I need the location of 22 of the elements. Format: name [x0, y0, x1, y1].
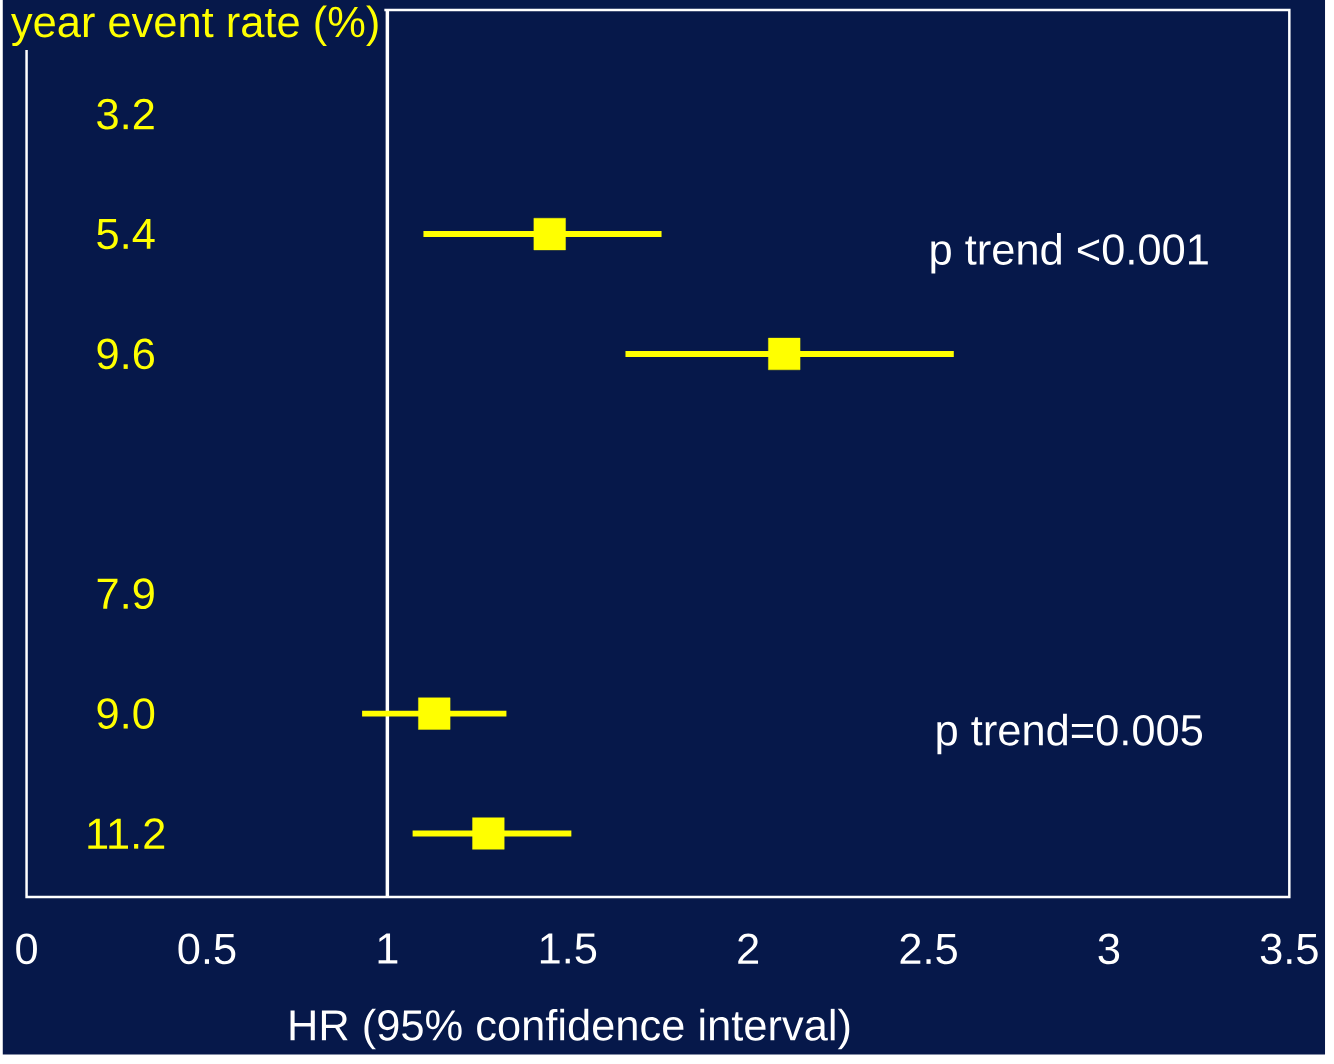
y-tick-label: 7.9	[97, 578, 154, 610]
y-tick-label: 5.4	[97, 219, 155, 250]
x-tick-label: 3.5	[1260, 933, 1318, 965]
x-tick-label: 1	[378, 933, 398, 964]
y-tick-label: 9.0	[97, 698, 155, 730]
x-axis-title: HR (95% confidence interval)	[290, 1008, 850, 1050]
x-tick-label: 0.5	[178, 933, 236, 965]
x-tick-label: 2	[738, 933, 759, 964]
y-tick-label: 3.2	[97, 98, 154, 130]
annotation: p trend=0.005	[937, 713, 1203, 755]
annotation: p trend <0.001	[931, 233, 1208, 274]
x-tick-label: 1.5	[540, 933, 597, 964]
point	[768, 338, 801, 371]
x-tick-label: 0	[16, 933, 37, 965]
point	[472, 817, 505, 850]
x-tick-label: 2.5	[900, 933, 957, 965]
x-tick-label: 3	[1098, 933, 1120, 965]
chart-title: year event rate (%)	[11, 5, 378, 47]
point	[533, 218, 566, 251]
point	[418, 697, 451, 730]
y-tick-label: 11.2	[88, 818, 165, 849]
y-tick-label: 9.6	[97, 338, 154, 370]
